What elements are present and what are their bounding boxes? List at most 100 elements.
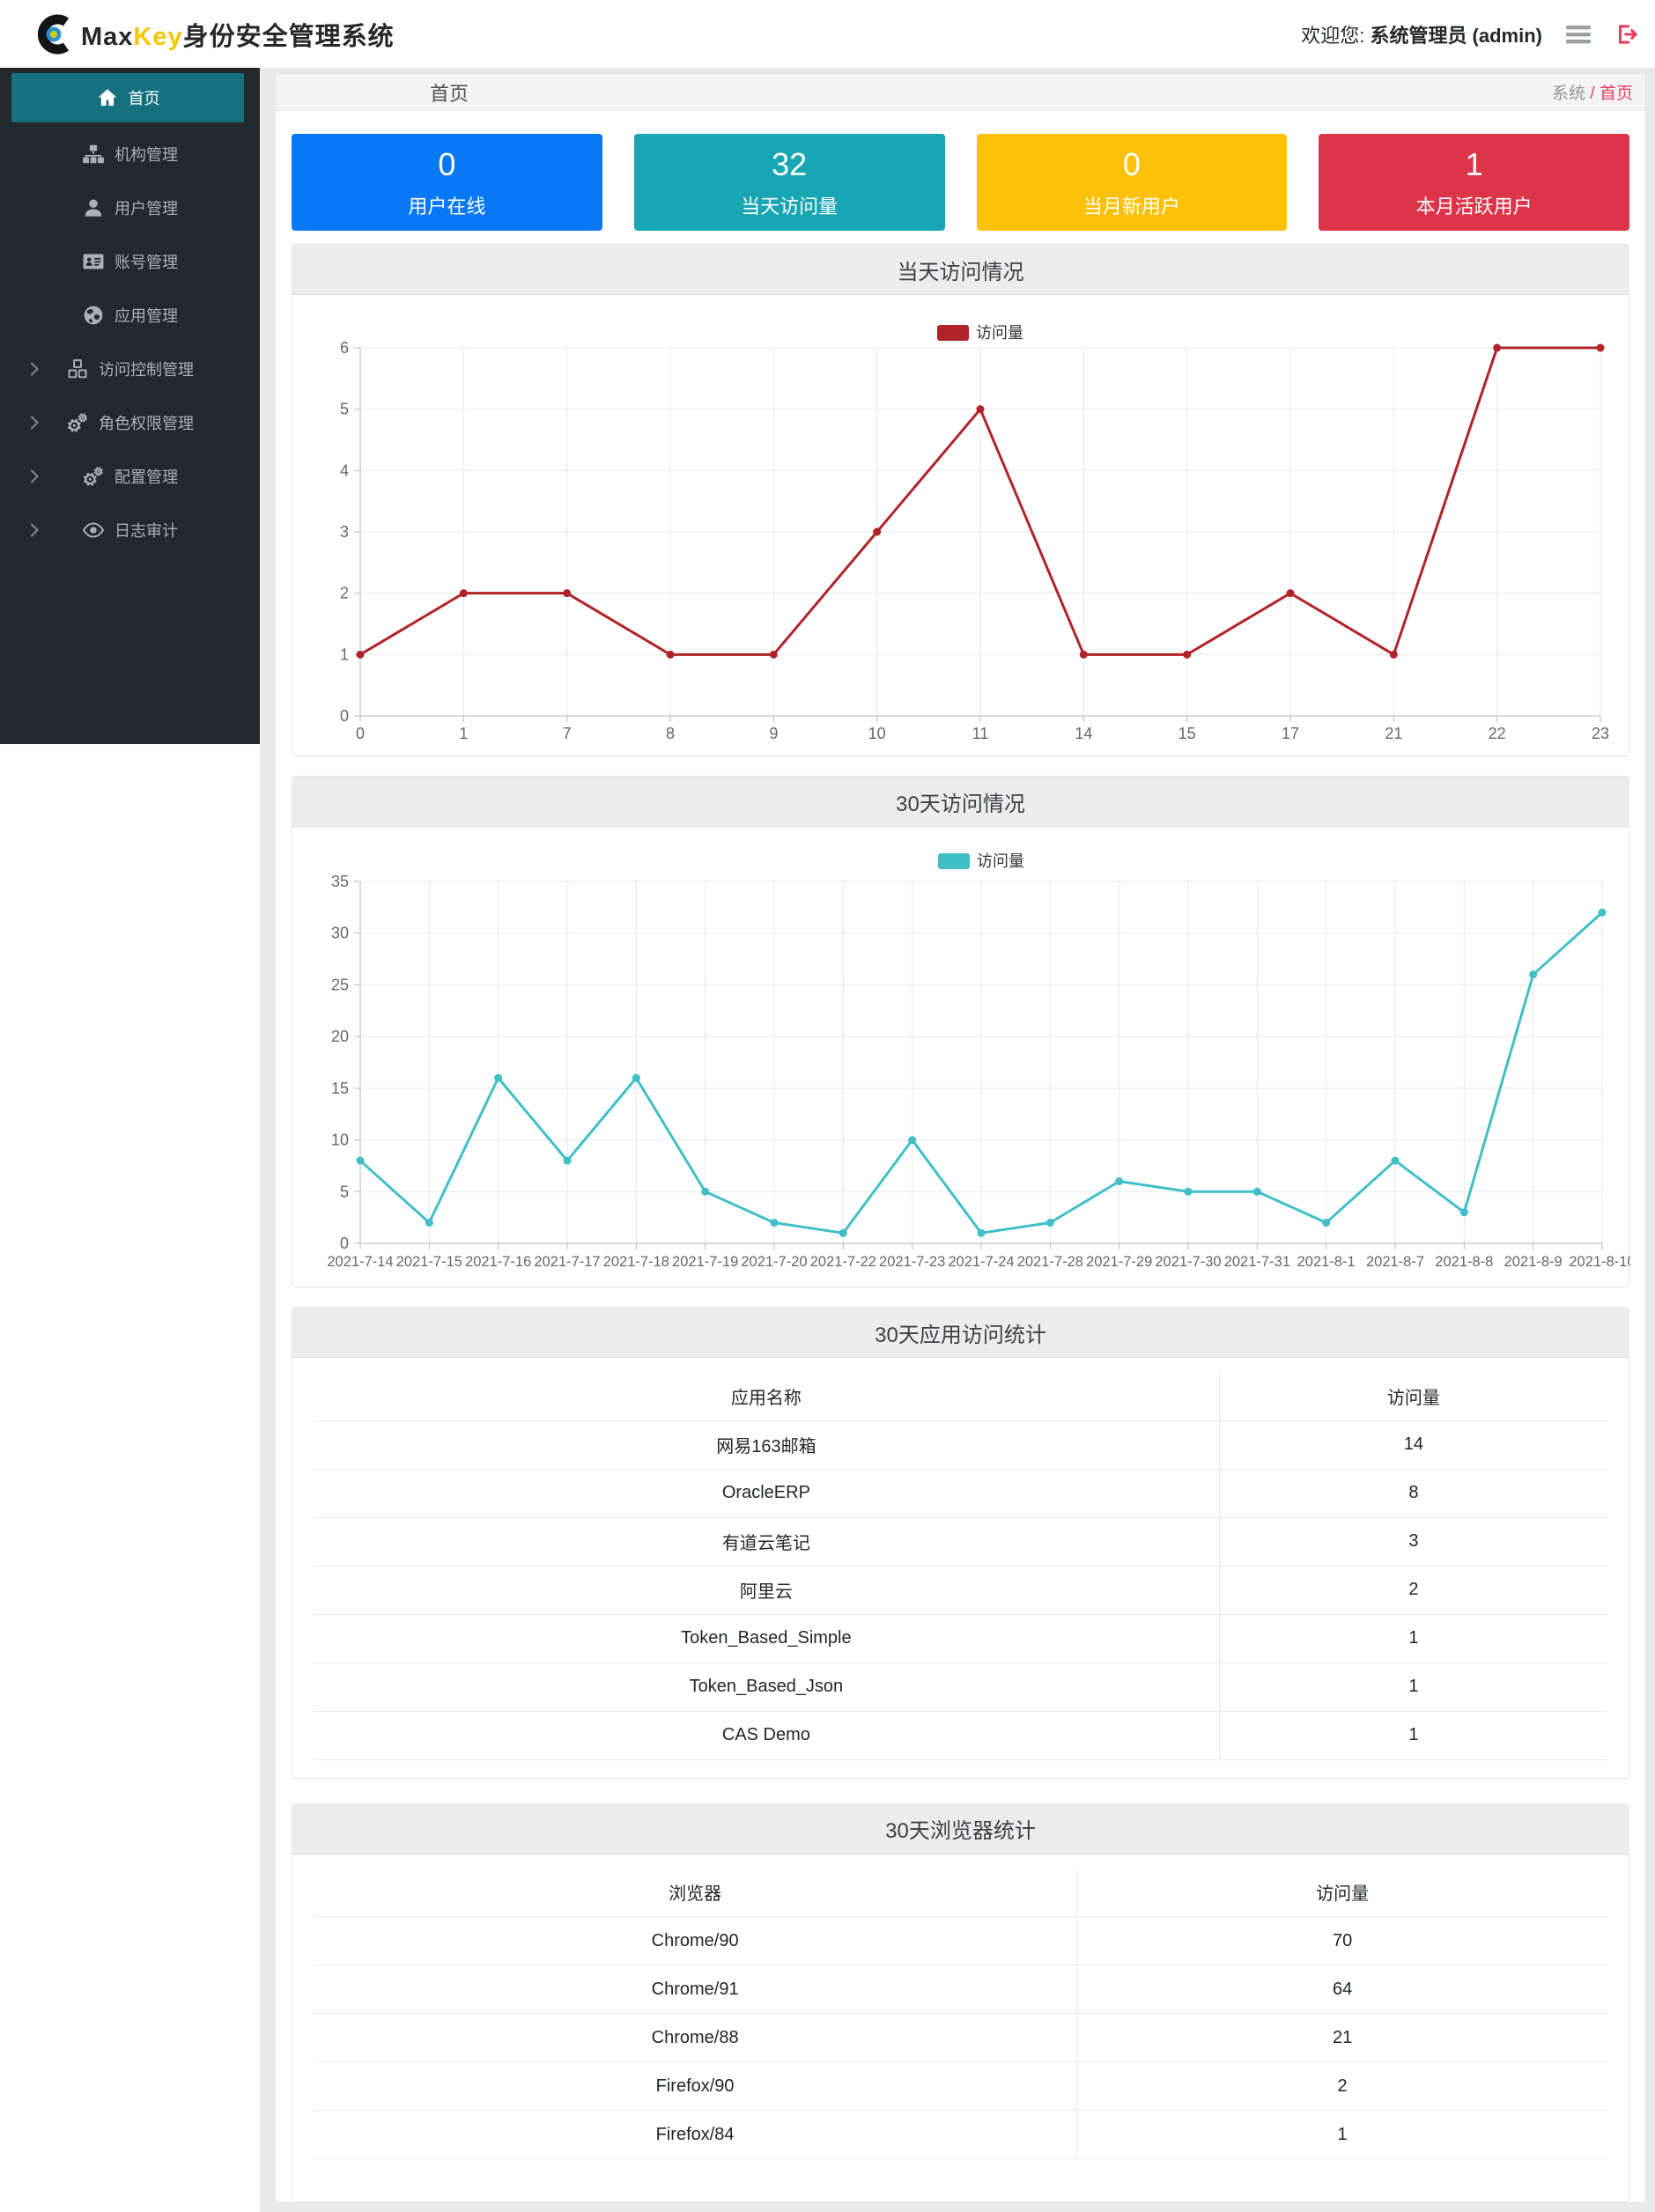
sidebar-item-org[interactable]: 机构管理: [0, 127, 260, 181]
table-header-cell: 浏览器: [314, 1868, 1078, 1917]
svg-text:2021-7-24: 2021-7-24: [948, 1254, 1014, 1270]
sidebar-item-label: 账号管理: [115, 253, 178, 271]
sidebar-item-config[interactable]: 配置管理: [0, 449, 260, 503]
panel-browser-stats: 30天浏览器统计 浏览器 访问量 Chrome/90 70 Chrome/91 64 Chr…: [292, 1803, 1629, 2202]
svg-text:2021-8-8: 2021-8-8: [1435, 1254, 1493, 1270]
stat-card-3: 1 本月活跃用户: [1319, 134, 1629, 231]
table-cell: 阿里云: [314, 1566, 1220, 1615]
panel-app-stats: 30天应用访问统计 应用名称 访问量 网易163邮箱 14 OracleERP 8 有道云笔…: [292, 1307, 1629, 1779]
sitemap-icon: [82, 143, 105, 166]
svg-text:2021-7-31: 2021-7-31: [1224, 1254, 1290, 1270]
sidebar-item-app[interactable]: 应用管理: [0, 288, 260, 342]
table-cell: OracleERP: [314, 1469, 1220, 1518]
user-icon: [82, 196, 105, 219]
table-cell: 21: [1076, 2013, 1607, 2062]
current-user: 系统管理员 (admin): [1370, 24, 1542, 47]
svg-text:访问量: 访问量: [976, 324, 1023, 342]
chevron-right-icon[interactable]: [24, 358, 45, 380]
cogs-icon: [66, 411, 89, 434]
svg-text:20: 20: [331, 1028, 349, 1045]
table-cell: 3: [1219, 1517, 1607, 1567]
welcome-text: 欢迎您: 系统管理员 (admin): [1301, 24, 1542, 47]
browser-stats-table: 浏览器 访问量 Chrome/90 70 Chrome/91 64 Chrome/88 21 F…: [314, 1868, 1607, 2159]
chevron-right-icon[interactable]: [24, 466, 45, 487]
svg-text:14: 14: [1075, 725, 1092, 742]
panel-30day-visits-title: 30天访问情况: [292, 777, 1629, 827]
svg-text:2021-7-19: 2021-7-19: [672, 1254, 738, 1270]
sidebar-item-account[interactable]: 账号管理: [0, 234, 260, 288]
sidebar-item-audit[interactable]: 日志审计: [0, 503, 260, 557]
stat-card-label: 本月活跃用户: [1415, 195, 1533, 218]
stat-card-value: 0: [438, 145, 456, 182]
table-row: Firefox/84 1: [314, 2110, 1607, 2159]
sidebar-item-role[interactable]: 角色权限管理: [0, 395, 260, 449]
table-row: 有道云笔记 3: [314, 1517, 1607, 1567]
menu-toggle-icon[interactable]: [1565, 24, 1592, 45]
table-cell: 70: [1076, 1916, 1607, 1965]
table-row: Token_Based_Json 1: [314, 1663, 1607, 1712]
svg-text:2021-7-14: 2021-7-14: [327, 1254, 393, 1270]
svg-text:0: 0: [340, 707, 349, 725]
table-cell: 64: [1076, 1965, 1607, 2014]
sidebar-item-home[interactable]: 首页: [11, 73, 244, 122]
table-row: CAS Demo 1: [314, 1711, 1607, 1760]
svg-text:1: 1: [459, 725, 468, 742]
sidebar-item-access[interactable]: 访问控制管理: [0, 342, 260, 395]
svg-text:5: 5: [340, 1183, 349, 1200]
table-cell: 网易163邮箱: [314, 1420, 1220, 1470]
table-row: 网易163邮箱 14: [314, 1420, 1607, 1470]
table-cell: 2: [1076, 2061, 1607, 2111]
breadcrumb-separator: /: [1590, 85, 1595, 103]
svg-text:6: 6: [340, 339, 349, 357]
stat-card-value: 32: [772, 145, 808, 182]
stat-card-value: 1: [1465, 145, 1483, 182]
svg-text:7: 7: [563, 725, 572, 742]
table-header-cell: 访问量: [1219, 1372, 1607, 1421]
svg-text:3: 3: [340, 523, 349, 541]
stat-card-label: 用户在线: [408, 195, 486, 218]
logout-icon[interactable]: [1614, 22, 1639, 47]
svg-text:15: 15: [331, 1080, 349, 1097]
svg-text:5: 5: [340, 401, 349, 418]
svg-text:2: 2: [340, 585, 349, 602]
chevron-right-icon[interactable]: [24, 412, 45, 433]
breadcrumb-root-link[interactable]: 系统: [1552, 85, 1586, 103]
stat-card-1: 32 当天访问量: [633, 134, 945, 231]
sidebar-item-user[interactable]: 用户管理: [0, 181, 260, 234]
table-row: OracleERP 8: [314, 1469, 1607, 1518]
svg-text:8: 8: [666, 725, 675, 742]
table-cell: Firefox/84: [314, 2110, 1078, 2159]
table-row: 阿里云 2: [314, 1566, 1607, 1615]
svg-text:2021-8-7: 2021-8-7: [1366, 1254, 1424, 1270]
svg-text:22: 22: [1489, 725, 1506, 742]
svg-text:1: 1: [340, 645, 349, 663]
svg-text:2021-7-30: 2021-7-30: [1155, 1254, 1221, 1270]
panel-today-visits-title: 当天访问情况: [292, 245, 1629, 295]
stat-card-label: 当月新用户: [1082, 195, 1180, 218]
stat-card-0: 0 用户在线: [292, 134, 602, 231]
chevron-right-icon[interactable]: [24, 520, 45, 541]
svg-text:2021-8-9: 2021-8-9: [1504, 1254, 1563, 1270]
sidebar-item-label: 配置管理: [115, 468, 178, 486]
svg-text:2021-7-29: 2021-7-29: [1086, 1254, 1152, 1270]
svg-text:2021-7-16: 2021-7-16: [465, 1254, 531, 1270]
svg-text:2021-7-22: 2021-7-22: [810, 1254, 876, 1270]
table-row: Token_Based_Simple 1: [314, 1614, 1607, 1663]
table-header-row: 浏览器 访问量: [314, 1868, 1607, 1917]
svg-text:10: 10: [868, 725, 886, 742]
svg-text:10: 10: [331, 1132, 349, 1149]
svg-text:2021-8-1: 2021-8-1: [1297, 1254, 1356, 1270]
sidebar-item-label: 访问控制管理: [99, 360, 194, 379]
sidebar-item-label: 日志审计: [115, 521, 178, 540]
id-card-icon: [82, 250, 105, 273]
svg-text:11: 11: [972, 725, 989, 742]
brand-logo-link[interactable]: MaxKey身份安全管理系统: [33, 14, 395, 55]
svg-text:17: 17: [1282, 725, 1299, 742]
breadcrumb-current-link[interactable]: 首页: [1599, 85, 1633, 103]
panel-30day-visits: 30天访问情况 0 5 10 15 20 25 30 35 2021-7-14 2021-7-15…: [292, 776, 1630, 1287]
stat-card-label: 当天访问量: [741, 195, 839, 218]
stat-card-2: 0 当月新用户: [976, 134, 1288, 231]
table-header-row: 应用名称 访问量: [314, 1372, 1607, 1421]
